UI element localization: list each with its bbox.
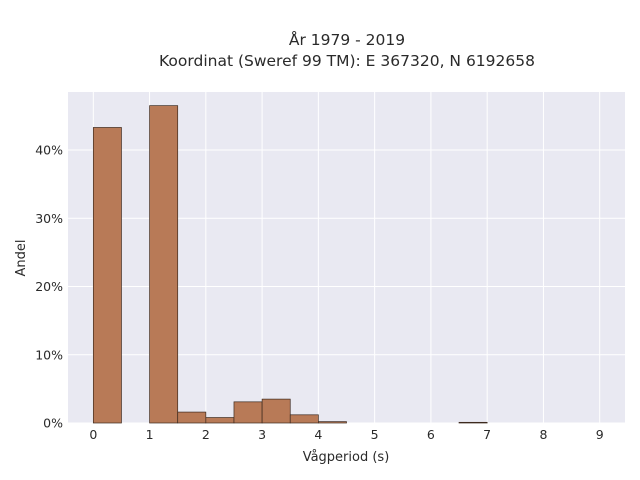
histogram-bar xyxy=(205,417,235,424)
x-axis-label: Vågperiod (s) xyxy=(303,450,390,465)
x-tick-label: 3 xyxy=(258,427,266,442)
y-tick-label: 30% xyxy=(35,211,63,226)
histogram-bar xyxy=(233,401,263,424)
x-tick-label: 2 xyxy=(202,427,210,442)
histogram-bar xyxy=(149,105,179,424)
y-tick-label: 20% xyxy=(35,279,63,294)
x-tick-label: 4 xyxy=(314,427,322,442)
histogram-bar xyxy=(318,421,347,424)
histogram-bar xyxy=(177,411,207,424)
x-tick-label: 6 xyxy=(427,427,435,442)
chart-title-line-1: År 1979 - 2019 xyxy=(289,30,405,49)
x-tick-label: 5 xyxy=(371,427,379,442)
x-ticks: 0 1 2 3 4 5 6 7 8 9 xyxy=(89,427,603,442)
chart-title-line-2: Koordinat (Sweref 99 TM): E 367320, N 61… xyxy=(159,52,535,70)
y-tick-label: 0% xyxy=(43,416,63,431)
histogram-bar xyxy=(289,414,319,424)
x-tick-label: 9 xyxy=(596,427,604,442)
y-axis-label: Andel xyxy=(14,240,29,277)
x-tick-label: 8 xyxy=(539,427,547,442)
x-tick-label: 1 xyxy=(146,427,154,442)
x-tick-label: 0 xyxy=(89,427,97,442)
bars xyxy=(92,105,488,424)
histogram-bar xyxy=(458,421,488,424)
histogram-bar xyxy=(261,398,291,424)
y-tick-label: 10% xyxy=(35,347,63,362)
y-tick-label: 40% xyxy=(35,143,63,158)
y-ticks: 0% 10% 20% 30% 40% xyxy=(35,143,63,431)
x-tick-label: 7 xyxy=(483,427,491,442)
histogram-bar xyxy=(92,127,122,424)
